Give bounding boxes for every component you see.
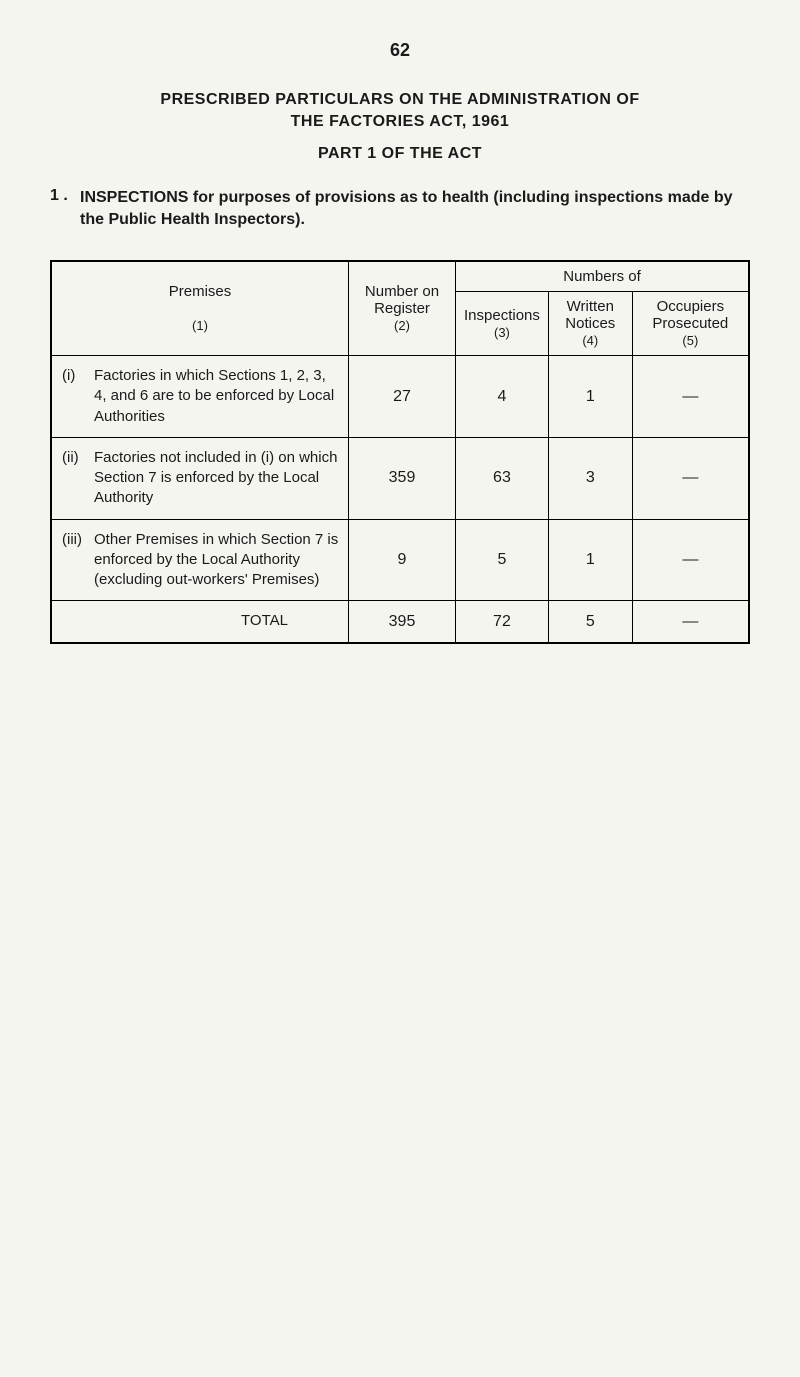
header-prosecuted-label: Occupiers Prosecuted bbox=[652, 298, 728, 332]
header-inspections-label: Inspections bbox=[464, 307, 540, 324]
row-prosecuted: — bbox=[632, 437, 749, 519]
row-register: 9 bbox=[349, 519, 456, 601]
header-notices-label: Written Notices bbox=[565, 298, 615, 332]
row-premises: (i) Factories in which Sections 1, 2, 3,… bbox=[51, 356, 349, 438]
total-notices: 5 bbox=[548, 601, 632, 643]
header-notices-ref: (4) bbox=[582, 333, 598, 348]
section-number: 1 . bbox=[50, 187, 80, 230]
inspections-table: Premises (1) Number on Register (2) Numb… bbox=[50, 260, 750, 644]
row-register: 359 bbox=[349, 437, 456, 519]
row-label-text: Factories in which Sections 1, 2, 3, 4, … bbox=[94, 366, 340, 427]
row-prosecuted: — bbox=[632, 519, 749, 601]
row-inspections: 4 bbox=[456, 356, 549, 438]
row-premises: (ii) Factories not included in (i) on wh… bbox=[51, 437, 349, 519]
total-inspections: 72 bbox=[456, 601, 549, 643]
row-marker: (ii) bbox=[62, 448, 94, 509]
row-inspections: 63 bbox=[456, 437, 549, 519]
header-premises: Premises (1) bbox=[51, 261, 349, 356]
header-prosecuted-ref: (5) bbox=[682, 333, 698, 348]
row-notices: 1 bbox=[548, 356, 632, 438]
page-number: 62 bbox=[50, 40, 750, 61]
header-numbers-of: Numbers of bbox=[456, 261, 750, 292]
header-prosecuted: Occupiers Prosecuted (5) bbox=[632, 292, 749, 356]
row-inspections: 5 bbox=[456, 519, 549, 601]
row-label-text: Factories not included in (i) on which S… bbox=[94, 448, 340, 509]
row-premises: (iii) Other Premises in which Section 7 … bbox=[51, 519, 349, 601]
row-notices: 3 bbox=[548, 437, 632, 519]
header-inspections: Inspections (3) bbox=[456, 292, 549, 356]
heading-line1: PRESCRIBED PARTICULARS ON THE ADMINISTRA… bbox=[50, 91, 750, 109]
header-inspections-ref: (3) bbox=[494, 325, 510, 340]
row-marker: (iii) bbox=[62, 530, 94, 591]
total-register: 395 bbox=[349, 601, 456, 643]
header-premises-label: Premises bbox=[169, 283, 232, 300]
section-text: INSPECTIONS for purposes of provisions a… bbox=[80, 187, 750, 230]
row-label-text: Other Premises in which Section 7 is enf… bbox=[94, 530, 340, 591]
table-row: (i) Factories in which Sections 1, 2, 3,… bbox=[51, 356, 749, 438]
total-prosecuted: — bbox=[632, 601, 749, 643]
header-premises-ref: (1) bbox=[192, 318, 208, 333]
table-row-total: TOTAL 395 72 5 — bbox=[51, 601, 749, 643]
row-prosecuted: — bbox=[632, 356, 749, 438]
header-register: Number on Register (2) bbox=[349, 261, 456, 356]
total-label: TOTAL bbox=[51, 601, 349, 643]
header-register-ref: (2) bbox=[394, 318, 410, 333]
heading-line3: PART 1 OF THE ACT bbox=[50, 145, 750, 163]
table-row: (ii) Factories not included in (i) on wh… bbox=[51, 437, 749, 519]
header-register-label: Number on Register bbox=[365, 283, 439, 317]
table-row: (iii) Other Premises in which Section 7 … bbox=[51, 519, 749, 601]
row-marker: (i) bbox=[62, 366, 94, 427]
heading-line2: THE FACTORIES ACT, 1961 bbox=[50, 113, 750, 131]
header-notices: Written Notices (4) bbox=[548, 292, 632, 356]
row-notices: 1 bbox=[548, 519, 632, 601]
row-register: 27 bbox=[349, 356, 456, 438]
section-1: 1 . INSPECTIONS for purposes of provisio… bbox=[50, 187, 750, 230]
